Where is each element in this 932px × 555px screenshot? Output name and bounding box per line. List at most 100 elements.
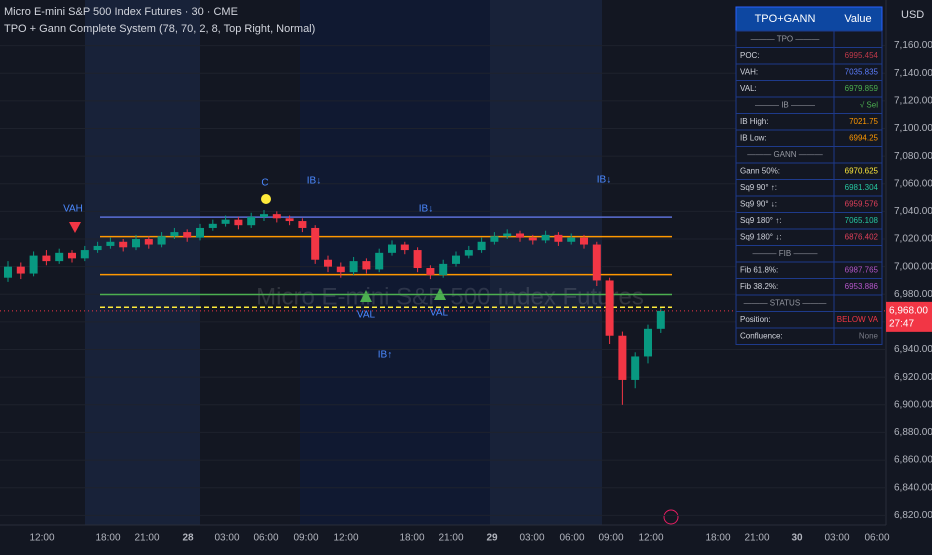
candle-body xyxy=(29,255,38,274)
table-header-cell: TPO+GANN xyxy=(755,13,816,25)
table-label: IB High: xyxy=(740,117,768,126)
candle-body xyxy=(157,236,166,245)
price-tag-label: 6,968.00 xyxy=(889,305,928,316)
candle-body xyxy=(464,250,473,256)
candle-body xyxy=(106,241,115,246)
table-label: VAH: xyxy=(740,67,758,76)
x-tick-label: 09:00 xyxy=(293,533,318,544)
x-tick-label: 29 xyxy=(486,533,498,544)
table-label: Sq9 180° ↑: xyxy=(740,216,781,225)
y-tick-label: 7,160.00 xyxy=(894,40,932,51)
candle-body xyxy=(516,233,524,238)
candle-body xyxy=(311,227,320,260)
table-section: ——— GANN ——— xyxy=(747,150,823,159)
table-value: 6953.886 xyxy=(845,282,879,291)
x-tick-label: 12:00 xyxy=(638,533,663,544)
table-label: IB Low: xyxy=(740,133,767,142)
indicator-title: TPO + Gann Complete System (78, 70, 2, 8… xyxy=(4,23,315,35)
x-tick-label: 21:00 xyxy=(438,533,463,544)
y-tick-label: 6,980.00 xyxy=(894,289,932,300)
candle-body xyxy=(221,219,230,224)
session-band xyxy=(85,0,200,525)
table-section: ——— TPO ——— xyxy=(751,34,820,43)
table-label: POC: xyxy=(740,51,760,60)
candle-body xyxy=(567,237,576,242)
watermark: Micro E-mini S&P 500 Index Futures xyxy=(256,283,644,310)
candle-body xyxy=(644,328,652,357)
annotation: VAH xyxy=(63,204,83,215)
candle-body xyxy=(16,266,25,274)
x-tick-label: 30 xyxy=(791,533,803,544)
table-label: Position: xyxy=(740,315,771,324)
table-section: ——— IB ——— xyxy=(755,100,815,109)
x-tick-label: 21:00 xyxy=(744,533,769,544)
table-label: Fib 38.2%: xyxy=(740,282,778,291)
candle-body xyxy=(208,223,217,228)
table-value: 7021.75 xyxy=(849,117,878,126)
x-tick-label: 06:00 xyxy=(864,533,889,544)
x-tick-label: 18:00 xyxy=(399,533,424,544)
table-label: Gann 50%: xyxy=(740,166,780,175)
session-band xyxy=(490,0,602,525)
x-tick-label: 12:00 xyxy=(333,533,358,544)
candle-body xyxy=(592,244,601,281)
candle-body xyxy=(260,214,268,217)
annotation: VAL xyxy=(357,310,376,321)
y-tick-label: 7,000.00 xyxy=(894,261,932,272)
x-tick-label: 03:00 xyxy=(824,533,849,544)
candle-body xyxy=(183,232,192,238)
table-header-cell: Value xyxy=(844,13,871,25)
y-tick-label: 6,920.00 xyxy=(894,372,932,383)
candle-body xyxy=(605,280,614,336)
y-tick-label: 7,020.00 xyxy=(894,234,932,245)
candle-body xyxy=(618,335,627,380)
x-tick-label: 09:00 xyxy=(598,533,623,544)
candle-body xyxy=(375,252,384,270)
y-tick-label: 6,900.00 xyxy=(894,399,932,410)
candle-body xyxy=(234,219,243,226)
candle-body xyxy=(93,245,102,251)
table-value: 6994.25 xyxy=(849,133,878,142)
table-value: 6970.625 xyxy=(845,166,879,175)
candle-body xyxy=(349,261,358,273)
table-label: VAL: xyxy=(740,84,757,93)
table-value: √ Sel xyxy=(860,100,878,109)
candle-body xyxy=(285,218,294,222)
table-value: BELOW VA xyxy=(837,315,879,324)
candle-body xyxy=(132,239,140,248)
x-tick-label: 12:00 xyxy=(29,533,54,544)
y-tick-label: 7,100.00 xyxy=(894,123,932,134)
candle-body xyxy=(119,241,128,248)
candle-body xyxy=(439,263,448,275)
x-tick-label: 18:00 xyxy=(95,533,120,544)
x-tick-label: 06:00 xyxy=(559,533,584,544)
annotation: IB↓ xyxy=(419,204,433,215)
candle-body xyxy=(80,250,89,259)
x-tick-label: 21:00 xyxy=(134,533,159,544)
table-value: None xyxy=(859,331,879,340)
table-label: Sq9 90° ↑: xyxy=(740,183,777,192)
candle-body xyxy=(196,227,204,238)
table-value: 7035.835 xyxy=(845,67,879,76)
price-axis xyxy=(886,0,932,550)
candle-body xyxy=(413,250,422,269)
y-tick-label: 7,140.00 xyxy=(894,68,932,79)
table-value: 6987.765 xyxy=(845,265,879,274)
table-label: Sq9 180° ↓: xyxy=(740,232,781,241)
candle-body xyxy=(503,233,512,237)
candle-body xyxy=(554,234,563,242)
table-header xyxy=(735,6,883,32)
candle-body xyxy=(452,255,460,264)
candle-body xyxy=(247,216,256,226)
candle-body xyxy=(55,252,64,262)
y-tick-label: 6,940.00 xyxy=(894,344,932,355)
candle-body xyxy=(400,244,409,251)
table-value: 7065.108 xyxy=(845,216,879,225)
table-value: 6876.402 xyxy=(845,232,879,241)
candle-body xyxy=(631,356,640,380)
candle-body xyxy=(144,239,153,245)
annotation: VAL xyxy=(430,308,449,319)
x-tick-label: 03:00 xyxy=(519,533,544,544)
candle-body xyxy=(42,255,51,262)
